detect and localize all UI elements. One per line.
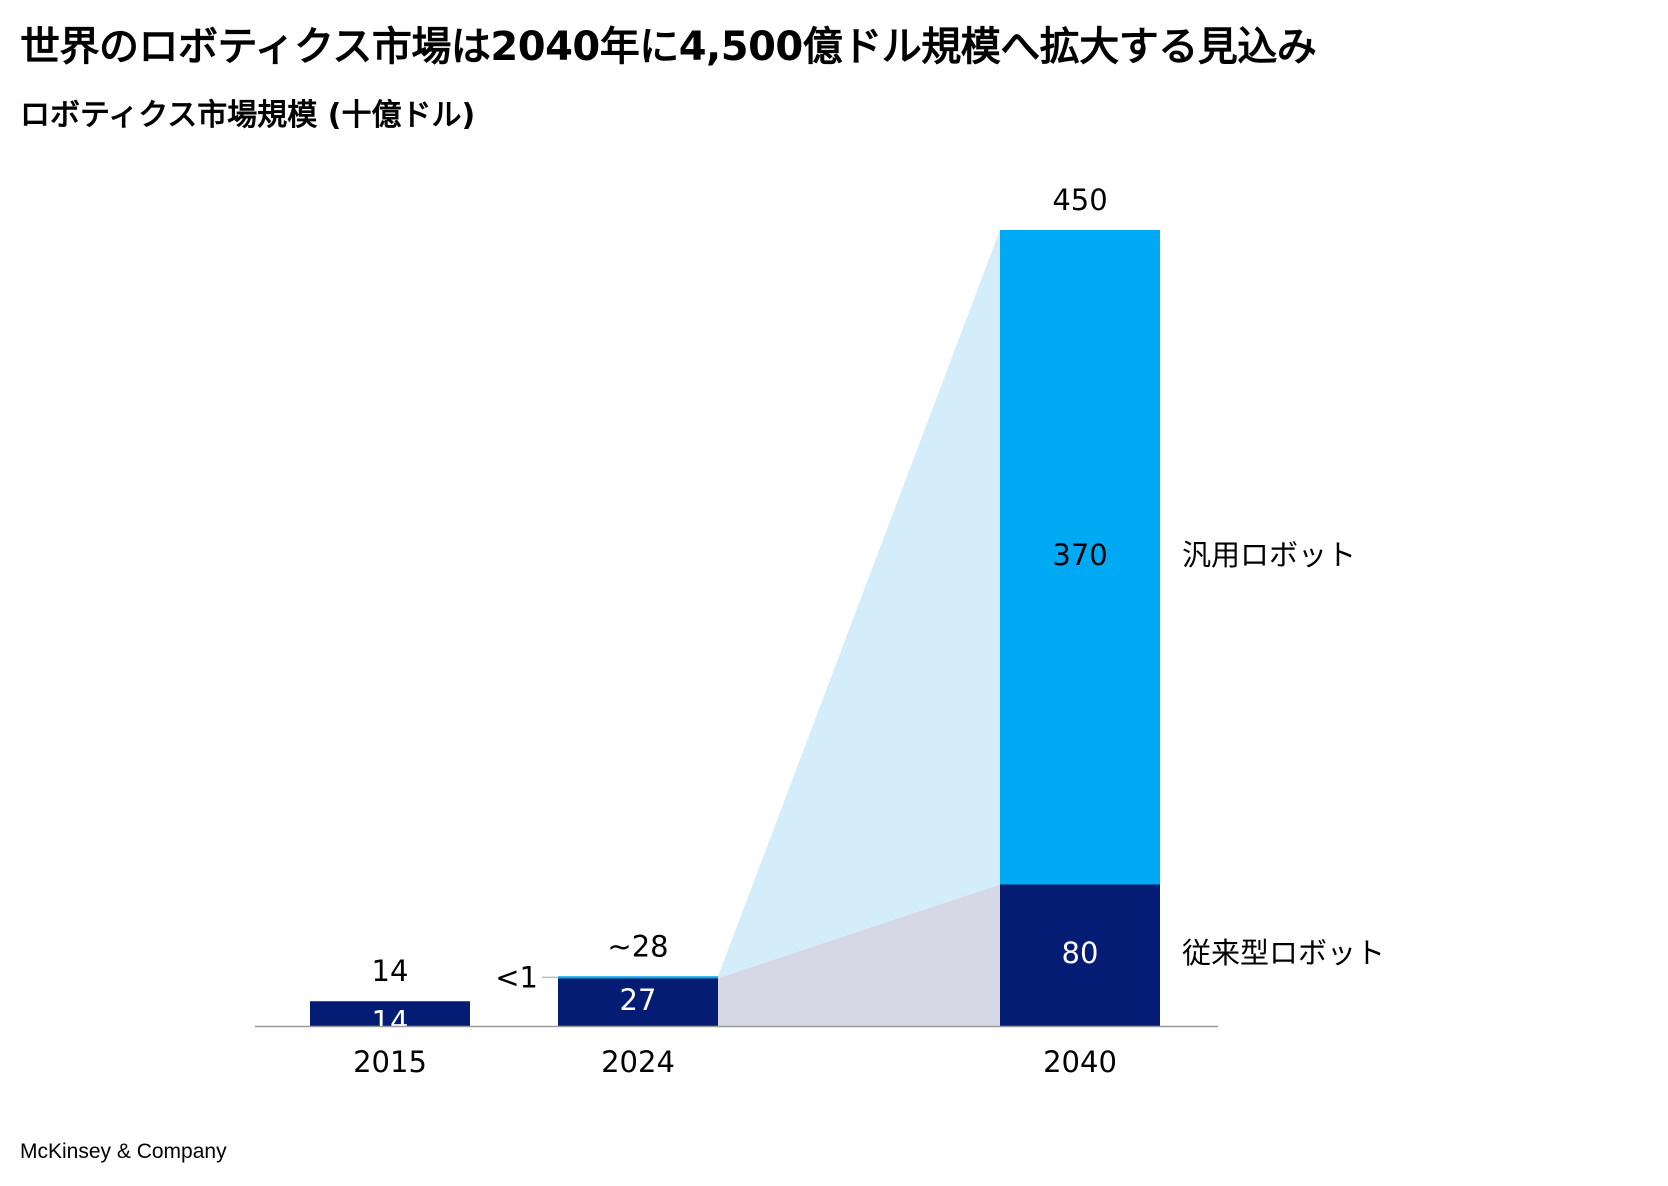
- bar-general-2040: [1000, 230, 1160, 885]
- traditional-robot-growth-fan: [718, 884, 1000, 1026]
- source-credit: McKinsey & Company: [20, 1140, 227, 1163]
- bar-traditional-2015: [310, 1001, 470, 1026]
- legend-general-robot: 汎用ロボット: [1182, 538, 1356, 572]
- bar-traditional-2040: [1000, 884, 1160, 1026]
- legend-traditional-robot: 従来型ロボット: [1182, 936, 1385, 970]
- total-label-2040: 450: [1052, 183, 1107, 217]
- bar-traditional-2024: [558, 978, 718, 1026]
- chart-title: 世界のロボティクス市場は2040年に4,500億ドル規模へ拡大する見込み: [20, 24, 1317, 70]
- x-tick-label-2024: 2024: [601, 1045, 675, 1079]
- bar-general-2024: [558, 976, 718, 979]
- data-label-general-2040: 370: [1052, 538, 1107, 572]
- data-label-traditional-2024: 27: [620, 983, 657, 1017]
- x-tick-label-2015: 2015: [353, 1045, 427, 1079]
- chart-subtitle: ロボティクス市場規模 (十億ドル): [20, 98, 476, 133]
- total-label-2015: 14: [372, 954, 409, 988]
- general-robot-growth-fan: [718, 230, 1000, 979]
- data-label-traditional-2040: 80: [1062, 936, 1099, 970]
- total-label-2024: ~28: [607, 929, 668, 963]
- data-label-traditional-2015: 14: [372, 1005, 409, 1039]
- data-label-general-2024: <1: [495, 960, 538, 994]
- x-tick-label-2040: 2040: [1043, 1045, 1117, 1079]
